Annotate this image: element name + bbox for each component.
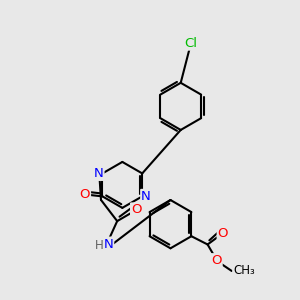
Text: N: N — [94, 167, 104, 180]
Text: Cl: Cl — [184, 37, 197, 50]
Text: O: O — [218, 227, 228, 240]
Text: CH₃: CH₃ — [233, 265, 255, 278]
Text: N: N — [141, 190, 151, 203]
Text: O: O — [80, 188, 90, 201]
Text: H: H — [95, 239, 104, 252]
Text: N: N — [103, 238, 113, 250]
Text: O: O — [131, 203, 142, 216]
Text: O: O — [211, 254, 222, 267]
